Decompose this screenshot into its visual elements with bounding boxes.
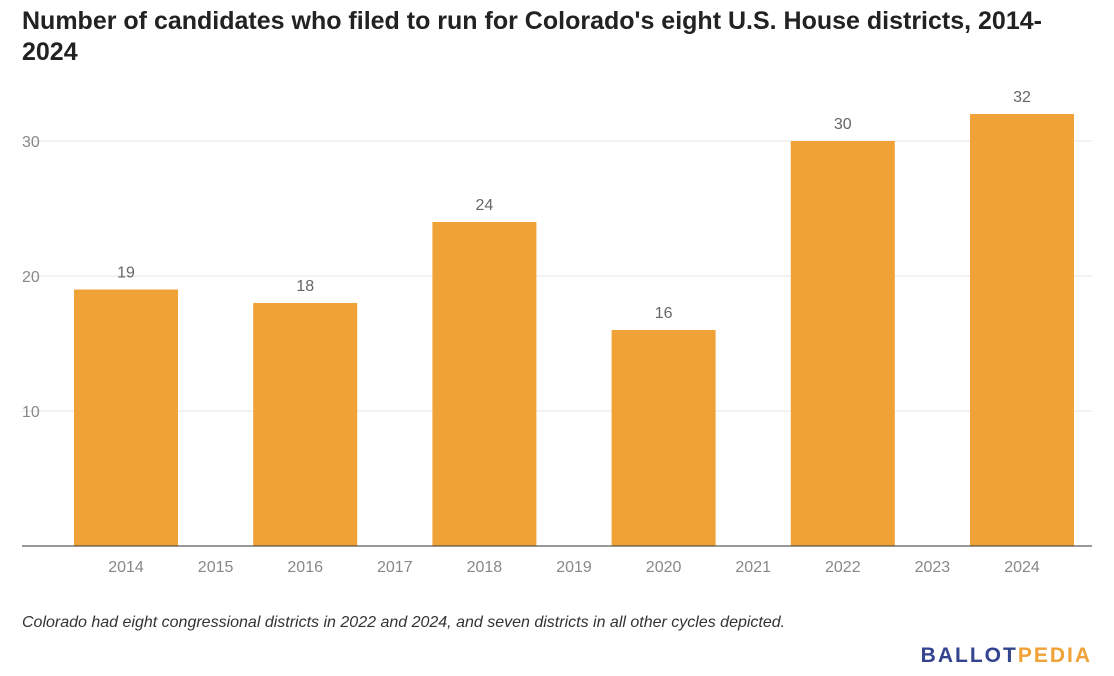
footnote: Colorado had eight congressional distric… [22,614,786,631]
logo-part-ballot: BALLOT [920,644,1018,667]
x-tick-label-2019: 2019 [556,559,592,576]
chart-title: Number of candidates who filed to run fo… [22,7,1042,66]
bar-2014 [74,289,178,546]
y-tick-label: 30 [22,134,40,151]
data-label-2018: 24 [476,197,494,214]
x-tick-label-2014: 2014 [108,559,144,576]
data-label-2016: 18 [296,278,314,295]
x-tick-label-2024: 2024 [1004,559,1040,576]
y-axis-ticks: 10 20 30 [22,134,40,421]
bar-2020 [611,330,716,546]
x-tick-label-2015: 2015 [198,559,234,576]
bar-2016 [253,303,358,546]
x-tick-label-2017: 2017 [377,559,413,576]
y-tick-label: 10 [22,404,40,421]
gridlines [22,140,1092,412]
data-label-2014: 19 [117,265,135,282]
logo-part-pedia: PEDIA [1017,644,1092,667]
x-tick-label-2023: 2023 [915,559,951,576]
x-tick-label-2016: 2016 [287,559,323,576]
bar-2022 [790,141,895,546]
bar-2018 [432,222,537,546]
x-tick-label-2020: 2020 [646,559,682,576]
bars [74,114,1074,546]
x-tick-label-2022: 2022 [825,559,861,576]
data-label-2020: 16 [655,305,673,322]
data-label-2022: 30 [834,116,852,133]
bar-2024 [970,114,1074,546]
ballotpedia-logo: BALLOTPEDIA [921,644,1092,668]
y-tick-label: 20 [22,269,40,286]
x-tick-label-2018: 2018 [467,559,503,576]
data-label-2024: 32 [1013,89,1031,106]
x-tick-label-2021: 2021 [735,559,771,576]
x-axis-ticks: 2014 2015 2016 2017 2018 2019 2020 2021 2022 2023… [108,559,1040,576]
data-labels: 19 18 24 16 30 32 [117,89,1031,322]
